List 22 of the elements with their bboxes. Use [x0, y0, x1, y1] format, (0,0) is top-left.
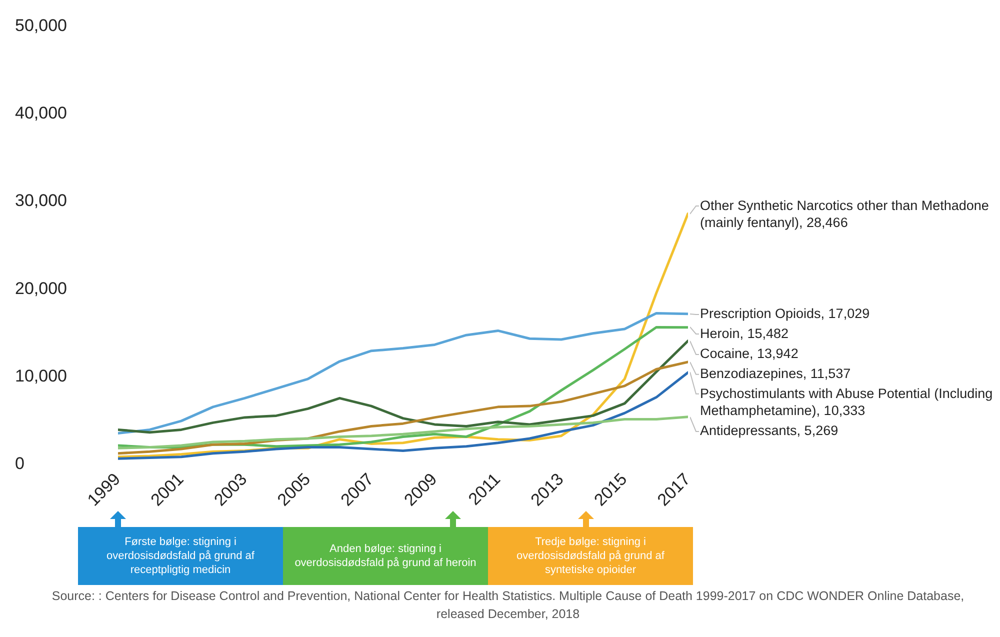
- text: Cocaine, 13,942: [700, 346, 798, 362]
- line-series: [118, 360, 688, 455]
- text: Tredje bølge: stigning i overdosisdødsfald på grund af syntetiske opioider: [488, 527, 693, 585]
- text: Antidepressants, 5,269: [700, 423, 838, 438]
- text: Other Synthetic Narcotics other than Methadone (mainly fentanyl), 28,466: [700, 198, 989, 230]
- source-note: Source: : Centers for Disease Control and Prevention, National Center for Health Statistics. Multiple Cause of Death 1999-2017 on CDC WONDER Online Database, released December, 2018: [50, 588, 966, 623]
- text: Prescription Opioids, 17,029: [700, 306, 870, 322]
- text: Anden bølge: stigning i overdosisdødsfald på grund af heroin: [283, 527, 488, 585]
- y-tick-label: 40,000: [15, 104, 67, 123]
- text: Psychostimulants with Abuse Potential (Including Methamphetamine), 10,333: [700, 386, 993, 418]
- line-series: [118, 340, 688, 434]
- text: Første bølge: stigning i overdosisdødsfald på grund af receptpligtig medicin: [78, 527, 283, 585]
- text: Heroin, 15,482: [700, 326, 789, 342]
- line-series: [118, 371, 688, 460]
- y-tick-label: 10,000: [15, 366, 67, 386]
- line-series: [118, 416, 688, 450]
- y-tick-label: 0: [15, 454, 24, 474]
- y-tick-label: 20,000: [15, 278, 67, 298]
- y-tick-label: 50,000: [15, 16, 67, 36]
- text: Benzodiazepines, 11,537: [700, 366, 851, 382]
- line-series: [118, 312, 688, 434]
- y-tick-label: 30,000: [15, 191, 67, 210]
